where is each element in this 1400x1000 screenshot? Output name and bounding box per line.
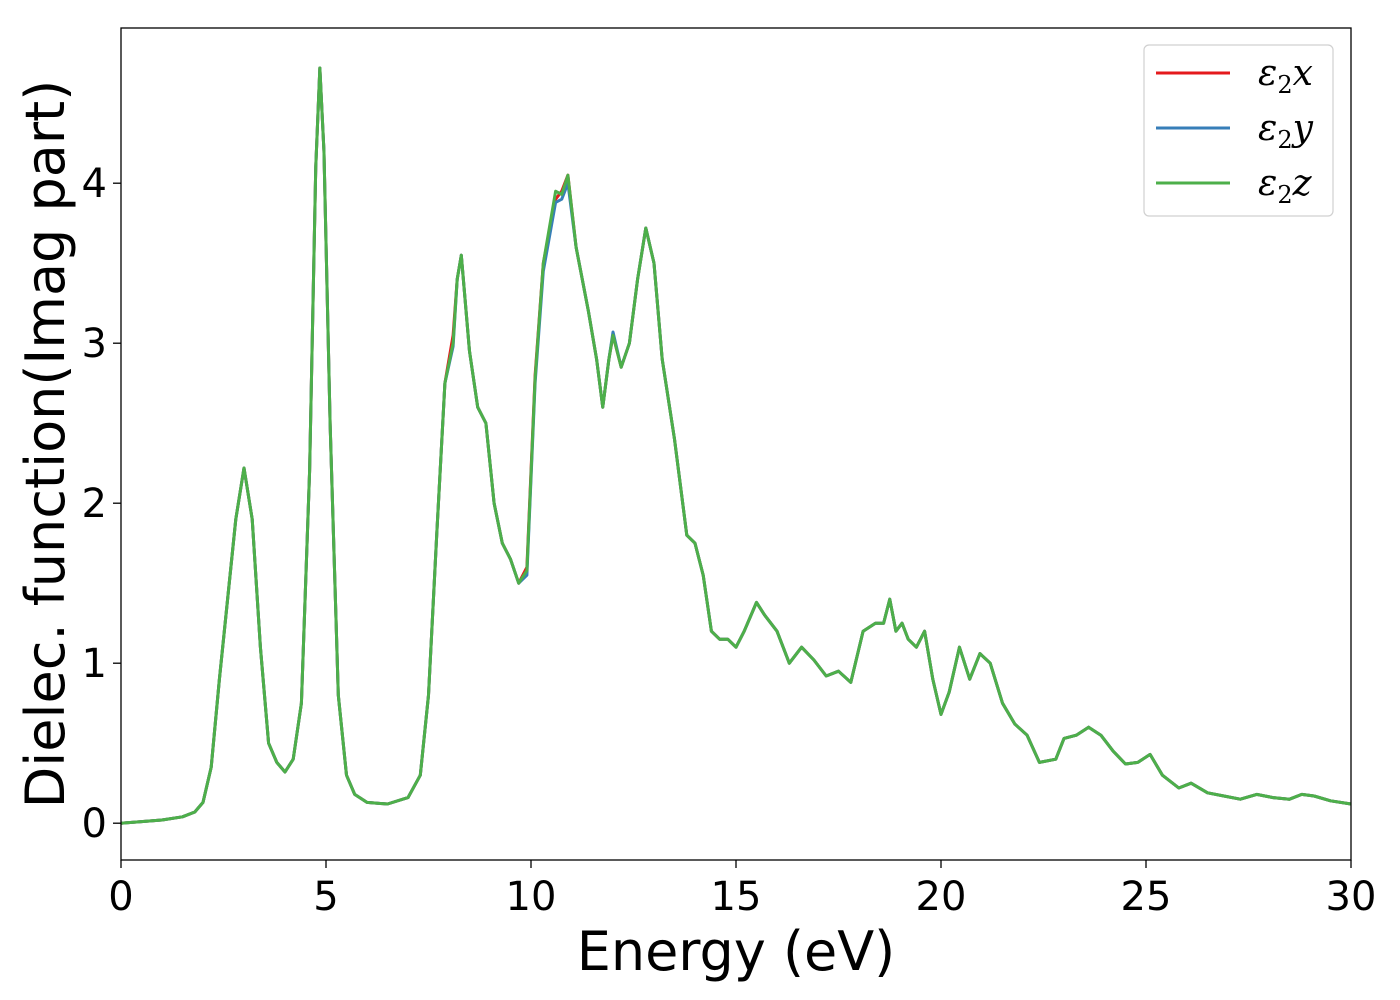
x-axis-ticks: 0 5 10 15 20 25 30 xyxy=(108,860,1376,920)
y-axis-label: Dielec. function(Imag part) xyxy=(14,80,77,809)
y-tick-label: 0 xyxy=(82,801,107,847)
x-tick-label: 20 xyxy=(916,874,967,920)
x-tick-label: 30 xyxy=(1326,874,1377,920)
y-axis-ticks: 0 1 2 3 4 xyxy=(82,161,121,847)
legend: ε2x ε2y ε2z xyxy=(1143,44,1334,217)
y-tick-label: 2 xyxy=(82,481,107,527)
x-tick-label: 0 xyxy=(108,874,133,920)
x-tick-label: 15 xyxy=(711,874,762,920)
x-tick-label: 25 xyxy=(1121,874,1172,920)
series-line-z xyxy=(120,66,1352,825)
y-tick-label: 1 xyxy=(82,641,107,687)
legend-label-x: ε2x xyxy=(1258,53,1313,99)
x-tick-label: 10 xyxy=(506,874,557,920)
x-axis-label: Energy (eV) xyxy=(577,920,896,983)
y-tick-label: 3 xyxy=(82,321,107,367)
legend-label-z: ε2z xyxy=(1258,163,1313,209)
y-tick-label: 4 xyxy=(82,161,107,207)
x-tick-label: 5 xyxy=(313,874,338,920)
legend-box xyxy=(1143,44,1334,217)
plot-area xyxy=(120,66,1352,825)
legend-label-y: ε2y xyxy=(1258,108,1314,154)
